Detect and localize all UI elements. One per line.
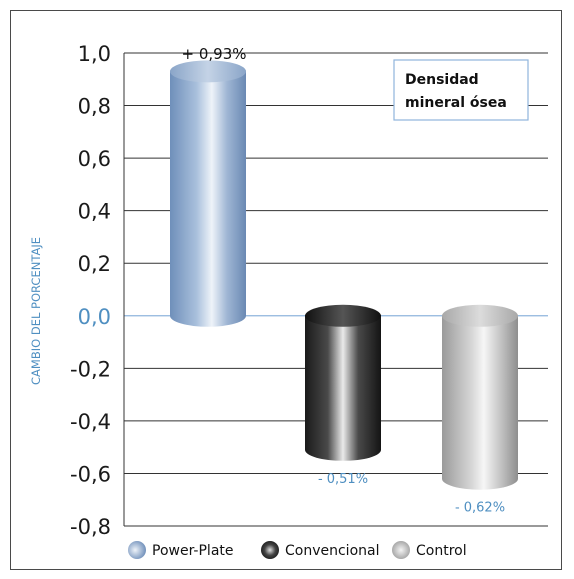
bar-top bbox=[305, 304, 381, 327]
y-tick-label: 0,6 bbox=[78, 147, 111, 171]
title-box: Densidad mineral ósea bbox=[393, 59, 529, 121]
legend-swatch bbox=[392, 541, 410, 559]
bar-body bbox=[170, 71, 246, 327]
legend-swatch bbox=[261, 541, 279, 559]
y-tick-label: 1,0 bbox=[78, 42, 111, 66]
chart-frame: 1,0 0,8 0,6 0,4 0,2 0,0 -0,2 -0,4 -0,6 -0,8 CAMBI… bbox=[10, 10, 562, 570]
data-label: - 0,62% bbox=[455, 501, 505, 516]
bar-body bbox=[442, 315, 518, 490]
legend-label: Power-Plate bbox=[152, 543, 234, 559]
y-tick-label: 0,2 bbox=[78, 252, 111, 276]
bar-power-plate bbox=[170, 60, 246, 327]
y-tick-label: 0,0 bbox=[78, 305, 111, 329]
y-tick-label: 0,8 bbox=[78, 95, 111, 119]
bar-convencional bbox=[305, 304, 381, 461]
data-labels: + 0,93% - 0,51% - 0,62% bbox=[182, 45, 506, 516]
bar-control bbox=[442, 304, 518, 490]
data-label: + 0,93% bbox=[182, 45, 247, 63]
y-tick-label: 0,4 bbox=[78, 200, 111, 224]
y-tick-label: -0,2 bbox=[70, 357, 111, 381]
bar-top bbox=[442, 304, 518, 327]
legend: Power-Plate Convencional Control bbox=[128, 541, 467, 559]
chart-title: Densidad mineral ósea bbox=[405, 72, 507, 111]
bone-density-chart: 1,0 0,8 0,6 0,4 0,2 0,0 -0,2 -0,4 -0,6 -0,8 CAMBI… bbox=[29, 42, 548, 559]
legend-label: Convencional bbox=[285, 543, 379, 559]
bar-top bbox=[170, 60, 246, 83]
y-axis-label: CAMBIO DEL PORCENTAJE bbox=[29, 237, 43, 385]
y-tick-label: -0,6 bbox=[70, 462, 111, 486]
bar-body bbox=[305, 315, 381, 461]
bars bbox=[170, 60, 518, 490]
y-tick-label: -0,8 bbox=[70, 515, 111, 539]
chart-title-line-2: mineral ósea bbox=[405, 95, 507, 111]
legend-swatch bbox=[128, 541, 146, 559]
legend-item-convencional: Convencional bbox=[261, 541, 379, 559]
y-tick-labels: 1,0 0,8 0,6 0,4 0,2 0,0 -0,2 -0,4 -0,6 -0,8 bbox=[70, 42, 111, 539]
legend-label: Control bbox=[416, 543, 467, 559]
legend-item-power-plate: Power-Plate bbox=[128, 541, 234, 559]
y-tick-label: -0,4 bbox=[70, 410, 111, 434]
legend-item-control: Control bbox=[392, 541, 467, 559]
chart-title-line-1: Densidad bbox=[405, 72, 479, 88]
data-label: - 0,51% bbox=[318, 472, 368, 487]
